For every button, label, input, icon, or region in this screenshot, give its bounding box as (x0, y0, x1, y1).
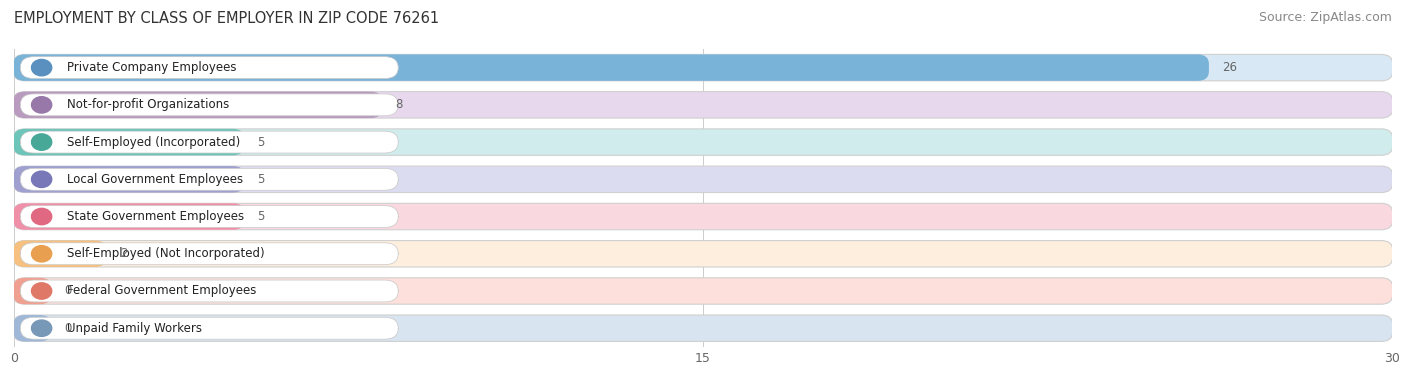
FancyBboxPatch shape (14, 315, 1392, 342)
Text: 5: 5 (257, 173, 264, 186)
FancyBboxPatch shape (14, 315, 52, 342)
FancyBboxPatch shape (14, 166, 1392, 193)
Circle shape (31, 97, 52, 113)
FancyBboxPatch shape (14, 278, 52, 304)
FancyBboxPatch shape (14, 278, 1392, 304)
FancyBboxPatch shape (14, 92, 1392, 118)
Text: 0: 0 (65, 285, 72, 297)
FancyBboxPatch shape (14, 129, 245, 155)
FancyBboxPatch shape (20, 243, 398, 265)
Text: Unpaid Family Workers: Unpaid Family Workers (67, 322, 202, 335)
Text: Private Company Employees: Private Company Employees (67, 61, 236, 74)
FancyBboxPatch shape (20, 169, 398, 190)
Text: Source: ZipAtlas.com: Source: ZipAtlas.com (1258, 11, 1392, 24)
FancyBboxPatch shape (20, 205, 398, 227)
Text: 26: 26 (1222, 61, 1237, 74)
Text: Local Government Employees: Local Government Employees (67, 173, 243, 186)
FancyBboxPatch shape (14, 203, 245, 230)
FancyBboxPatch shape (14, 129, 1392, 155)
Text: State Government Employees: State Government Employees (67, 210, 245, 223)
Circle shape (31, 171, 52, 187)
FancyBboxPatch shape (20, 317, 398, 339)
FancyBboxPatch shape (20, 131, 398, 153)
Text: 2: 2 (120, 247, 127, 260)
Text: Not-for-profit Organizations: Not-for-profit Organizations (67, 98, 229, 111)
Text: 5: 5 (257, 210, 264, 223)
FancyBboxPatch shape (14, 241, 1392, 267)
Circle shape (31, 283, 52, 299)
FancyBboxPatch shape (14, 166, 245, 193)
FancyBboxPatch shape (14, 92, 382, 118)
Text: Self-Employed (Not Incorporated): Self-Employed (Not Incorporated) (67, 247, 264, 260)
Circle shape (31, 60, 52, 76)
Text: 8: 8 (395, 98, 402, 111)
Text: EMPLOYMENT BY CLASS OF EMPLOYER IN ZIP CODE 76261: EMPLOYMENT BY CLASS OF EMPLOYER IN ZIP C… (14, 11, 439, 26)
Circle shape (31, 208, 52, 225)
FancyBboxPatch shape (14, 241, 107, 267)
FancyBboxPatch shape (20, 94, 398, 116)
FancyBboxPatch shape (20, 280, 398, 302)
Text: Federal Government Employees: Federal Government Employees (67, 285, 256, 297)
FancyBboxPatch shape (14, 54, 1209, 81)
Circle shape (31, 320, 52, 336)
Text: Self-Employed (Incorporated): Self-Employed (Incorporated) (67, 136, 240, 149)
Text: 5: 5 (257, 136, 264, 149)
FancyBboxPatch shape (20, 57, 398, 78)
FancyBboxPatch shape (14, 54, 1392, 81)
Circle shape (31, 245, 52, 262)
Circle shape (31, 134, 52, 150)
Text: 0: 0 (65, 322, 72, 335)
FancyBboxPatch shape (14, 203, 1392, 230)
